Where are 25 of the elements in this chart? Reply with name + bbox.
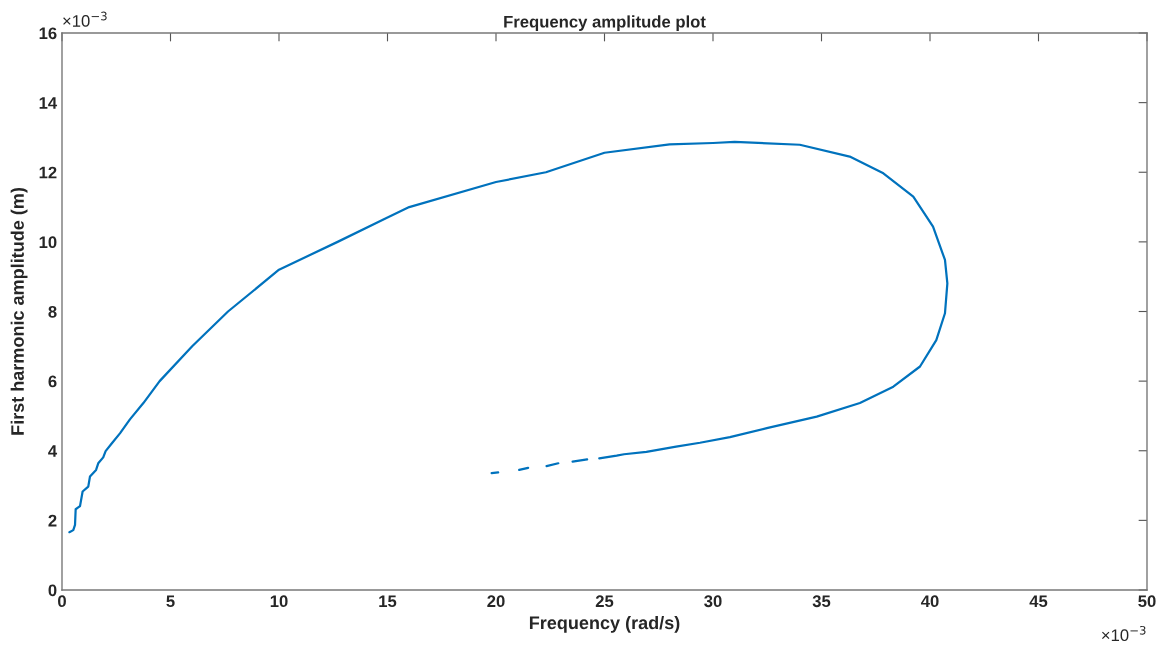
y-tick-label: 4 [48, 445, 58, 457]
x-tick-label: 30 [704, 595, 722, 608]
chart-title: Frequency amplitude plot [504, 15, 706, 31]
x-tick-label: 15 [379, 595, 397, 608]
x-tick-label: 45 [1029, 595, 1048, 608]
y-tick-label: 12 [39, 166, 57, 179]
y-tick-label: 16 [39, 27, 57, 40]
x-tick-label: 20 [487, 595, 505, 608]
x-tick-label: 35 [812, 595, 831, 608]
y-tick-label: 10 [39, 236, 57, 249]
y-tick-label: 8 [48, 305, 57, 318]
y-tick-label: 0 [48, 584, 57, 597]
text: ×10$^{−3}$ [1101, 625, 1146, 642]
x-tick-label: 50 [1138, 595, 1156, 608]
y-tick-label: 2 [48, 514, 57, 527]
x-tick-label: 25 [595, 595, 614, 608]
x-tick-label: 10 [270, 595, 288, 608]
x-axis-title: Frequency (rad/s) [529, 615, 680, 633]
y-tick-label: 14 [39, 97, 58, 109]
y-tick-label: 6 [48, 375, 57, 388]
x-tick-label: 5 [166, 595, 175, 608]
text: ×10$^{−3}$ [63, 11, 107, 27]
y-axis-title: First harmonic amplitude (m) [10, 188, 28, 435]
x-tick-label: 0 [58, 595, 66, 608]
x-tick-label: 40 [920, 595, 939, 608]
